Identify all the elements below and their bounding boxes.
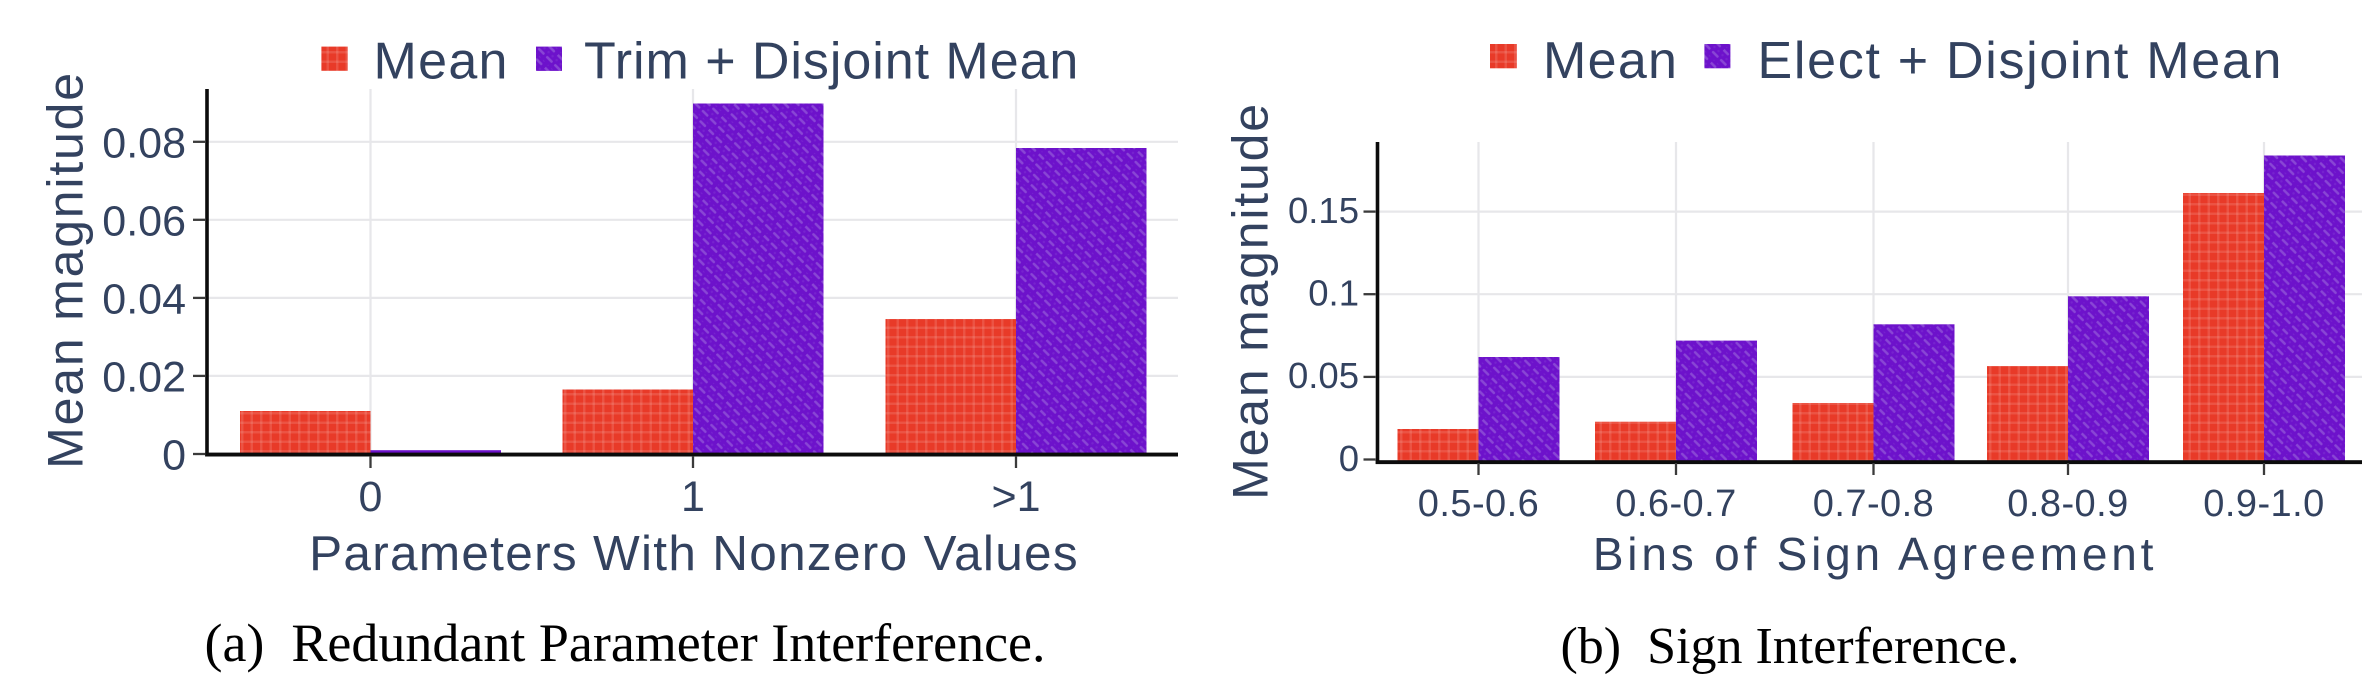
svg-text:Trim + Disjoint Mean: Trim + Disjoint Mean [584,33,1079,91]
svg-text:0.9-1.0: 0.9-1.0 [2203,483,2324,525]
svg-text:(b) Sign Interference.: (b) Sign Interference. [1560,618,2019,675]
svg-text:Parameters With Nonzero Values: Parameters With Nonzero Values [309,526,1079,581]
svg-text:0.04: 0.04 [102,276,186,324]
svg-text:Elect + Disjoint Mean: Elect + Disjoint Mean [1758,32,2284,90]
svg-text:0.02: 0.02 [102,354,186,402]
svg-text:Bins of Sign Agreement: Bins of Sign Agreement [1593,528,2157,580]
svg-text:0.5-0.6: 0.5-0.6 [1418,483,1539,525]
svg-text:0.08: 0.08 [102,120,186,168]
svg-text:0: 0 [162,432,186,480]
svg-text:0.15: 0.15 [1288,190,1359,231]
svg-text:Mean magnitude: Mean magnitude [1223,102,1279,500]
svg-text:Mean magnitude: Mean magnitude [38,71,94,469]
svg-text:0.06: 0.06 [102,198,186,246]
svg-text:(a) Redundant Parameter Inter: (a) Redundant Parameter Interference. [204,613,1045,673]
svg-text:0: 0 [359,473,383,521]
svg-text:0.7-0.8: 0.7-0.8 [1813,483,1934,525]
svg-text:0.1: 0.1 [1308,273,1359,314]
svg-text:0: 0 [1339,438,1359,479]
svg-text:1: 1 [681,473,705,521]
svg-text:Mean: Mean [1543,32,1678,90]
svg-text:0.6-0.7: 0.6-0.7 [1615,483,1736,525]
svg-text:Mean: Mean [374,33,509,91]
svg-text:0.8-0.9: 0.8-0.9 [2007,483,2128,525]
svg-text:>1: >1 [991,473,1040,521]
svg-text:0.05: 0.05 [1288,355,1359,396]
